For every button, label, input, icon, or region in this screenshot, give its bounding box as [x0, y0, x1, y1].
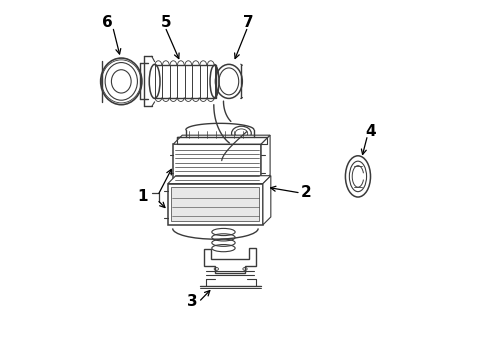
Polygon shape: [261, 135, 270, 184]
Polygon shape: [168, 184, 263, 225]
Polygon shape: [177, 137, 267, 144]
Text: 1: 1: [137, 189, 147, 204]
Polygon shape: [168, 176, 271, 184]
Polygon shape: [204, 248, 256, 273]
Text: 3: 3: [187, 294, 197, 310]
Polygon shape: [173, 144, 261, 184]
Text: 6: 6: [101, 15, 112, 30]
Polygon shape: [172, 187, 259, 221]
Text: 4: 4: [365, 124, 376, 139]
Polygon shape: [263, 176, 271, 225]
Text: 7: 7: [243, 15, 254, 30]
Polygon shape: [173, 135, 270, 144]
Text: 5: 5: [161, 15, 171, 30]
Text: 2: 2: [300, 185, 311, 200]
